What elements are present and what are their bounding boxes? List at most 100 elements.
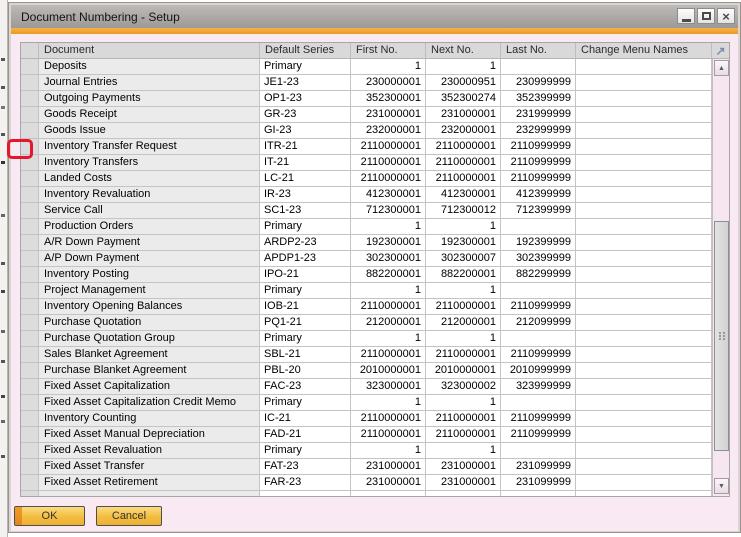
cell-last-no[interactable]: 412399999 xyxy=(501,187,576,203)
cell-next-no[interactable]: 882200001 xyxy=(426,267,501,283)
cell-change-menu[interactable] xyxy=(576,475,712,491)
cell-change-menu[interactable] xyxy=(576,331,712,347)
cell-first-no[interactable]: 302300001 xyxy=(351,251,426,267)
row-selector[interactable] xyxy=(21,59,39,75)
cell-first-no[interactable]: 2110000001 xyxy=(351,427,426,443)
cell-default-series[interactable] xyxy=(260,491,351,496)
cell-default-series[interactable]: IOB-21 xyxy=(260,299,351,315)
cell-change-menu[interactable] xyxy=(576,75,712,91)
cell-last-no[interactable]: 232999999 xyxy=(501,123,576,139)
cell-last-no[interactable]: 302399999 xyxy=(501,251,576,267)
cell-first-no[interactable]: 192300001 xyxy=(351,235,426,251)
cell-next-no[interactable]: 2110000001 xyxy=(426,139,501,155)
cell-default-series[interactable]: FAT-23 xyxy=(260,459,351,475)
maximize-button[interactable] xyxy=(697,8,715,24)
cell-first-no[interactable]: 231000001 xyxy=(351,475,426,491)
cell-first-no[interactable]: 231000001 xyxy=(351,107,426,123)
cell-default-series[interactable]: IT-21 xyxy=(260,155,351,171)
cell-first-no[interactable] xyxy=(351,491,426,496)
cell-default-series[interactable]: JE1-23 xyxy=(260,75,351,91)
cell-change-menu[interactable] xyxy=(576,491,712,496)
cell-next-no[interactable]: 232000001 xyxy=(426,123,501,139)
row-selector[interactable] xyxy=(21,379,39,395)
cell-change-menu[interactable] xyxy=(576,251,712,267)
cell-default-series[interactable]: Primary xyxy=(260,59,351,75)
cell-default-series[interactable]: OP1-23 xyxy=(260,91,351,107)
row-selector[interactable] xyxy=(21,443,39,459)
cell-default-series[interactable]: FAC-23 xyxy=(260,379,351,395)
cell-next-no[interactable]: 2110000001 xyxy=(426,347,501,363)
cell-next-no[interactable] xyxy=(426,491,501,496)
cell-next-no[interactable]: 1 xyxy=(426,331,501,347)
cell-change-menu[interactable] xyxy=(576,427,712,443)
cell-first-no[interactable]: 231000001 xyxy=(351,459,426,475)
cell-first-no[interactable]: 230000001 xyxy=(351,75,426,91)
cell-first-no[interactable]: 232000001 xyxy=(351,123,426,139)
cell-last-no[interactable]: 2110999999 xyxy=(501,155,576,171)
row-selector[interactable] xyxy=(21,363,39,379)
cell-last-no[interactable]: 882299999 xyxy=(501,267,576,283)
cell-next-no[interactable]: 302300007 xyxy=(426,251,501,267)
cell-change-menu[interactable] xyxy=(576,267,712,283)
cell-next-no[interactable]: 323000002 xyxy=(426,379,501,395)
row-selector[interactable] xyxy=(21,107,39,123)
row-selector[interactable] xyxy=(21,347,39,363)
ok-button[interactable]: OK xyxy=(14,506,85,526)
cell-first-no[interactable]: 212000001 xyxy=(351,315,426,331)
cell-default-series[interactable]: PQ1-21 xyxy=(260,315,351,331)
cell-next-no[interactable]: 231000001 xyxy=(426,459,501,475)
row-selector[interactable] xyxy=(21,219,39,235)
cell-default-series[interactable]: IPO-21 xyxy=(260,267,351,283)
cell-last-no[interactable] xyxy=(501,491,576,496)
cell-default-series[interactable]: SBL-21 xyxy=(260,347,351,363)
cell-change-menu[interactable] xyxy=(576,411,712,427)
row-selector[interactable] xyxy=(21,411,39,427)
cell-change-menu[interactable] xyxy=(576,443,712,459)
row-selector[interactable] xyxy=(21,123,39,139)
row-selector[interactable] xyxy=(21,459,39,475)
cell-default-series[interactable]: APDP1-23 xyxy=(260,251,351,267)
row-selector[interactable] xyxy=(21,251,39,267)
minimize-button[interactable] xyxy=(677,8,695,24)
cell-change-menu[interactable] xyxy=(576,459,712,475)
cell-default-series[interactable]: PBL-20 xyxy=(260,363,351,379)
cell-last-no[interactable]: 2110999999 xyxy=(501,411,576,427)
cell-first-no[interactable]: 1 xyxy=(351,59,426,75)
cell-first-no[interactable]: 352300001 xyxy=(351,91,426,107)
row-selector[interactable] xyxy=(21,427,39,443)
row-selector[interactable] xyxy=(21,491,39,496)
cell-last-no[interactable]: 231999999 xyxy=(501,107,576,123)
cell-last-no[interactable] xyxy=(501,395,576,411)
scroll-down-button[interactable]: ▼ xyxy=(714,478,729,494)
cell-next-no[interactable]: 352300274 xyxy=(426,91,501,107)
cell-last-no[interactable]: 2010999999 xyxy=(501,363,576,379)
cell-first-no[interactable]: 2010000001 xyxy=(351,363,426,379)
cell-next-no[interactable]: 1 xyxy=(426,395,501,411)
cell-next-no[interactable]: 1 xyxy=(426,283,501,299)
cell-change-menu[interactable] xyxy=(576,187,712,203)
cell-last-no[interactable] xyxy=(501,59,576,75)
cancel-button[interactable]: Cancel xyxy=(96,506,162,526)
cell-default-series[interactable]: Primary xyxy=(260,331,351,347)
cell-change-menu[interactable] xyxy=(576,395,712,411)
cell-first-no[interactable]: 1 xyxy=(351,283,426,299)
cell-next-no[interactable]: 712300012 xyxy=(426,203,501,219)
cell-last-no[interactable]: 2110999999 xyxy=(501,427,576,443)
cell-first-no[interactable]: 1 xyxy=(351,443,426,459)
cell-last-no[interactable]: 2110999999 xyxy=(501,299,576,315)
cell-first-no[interactable]: 2110000001 xyxy=(351,347,426,363)
cell-next-no[interactable]: 1 xyxy=(426,443,501,459)
cell-next-no[interactable]: 1 xyxy=(426,219,501,235)
cell-change-menu[interactable] xyxy=(576,379,712,395)
cell-next-no[interactable]: 231000001 xyxy=(426,475,501,491)
cell-default-series[interactable]: SC1-23 xyxy=(260,203,351,219)
cell-first-no[interactable]: 712300001 xyxy=(351,203,426,219)
row-selector[interactable] xyxy=(21,203,39,219)
cell-default-series[interactable]: IR-23 xyxy=(260,187,351,203)
cell-default-series[interactable]: ITR-21 xyxy=(260,139,351,155)
cell-last-no[interactable]: 231099999 xyxy=(501,459,576,475)
scroll-up-button[interactable]: ▲ xyxy=(714,60,729,76)
cell-next-no[interactable]: 2110000001 xyxy=(426,299,501,315)
cell-last-no[interactable]: 2110999999 xyxy=(501,347,576,363)
cell-next-no[interactable]: 230000951 xyxy=(426,75,501,91)
